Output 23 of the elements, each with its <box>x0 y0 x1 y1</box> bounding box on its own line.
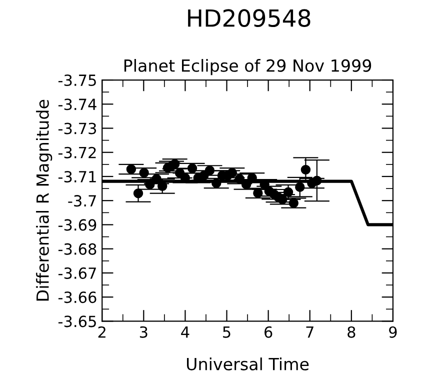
x-axis-title: Universal Time <box>187 357 309 370</box>
x-tick-label: 9 <box>389 326 397 338</box>
y-tick-label: -3.7 <box>68 195 96 207</box>
y-tick-label: -3.65 <box>58 316 96 328</box>
x-tick-label: 5 <box>223 326 230 338</box>
y-tick-label: -3.72 <box>58 146 96 158</box>
x-tick-label: 8 <box>348 326 356 338</box>
y-tick-label: -3.66 <box>58 292 96 304</box>
y-tick-label: -3.71 <box>58 170 96 182</box>
y-axis-title: Differential R Magnitude <box>36 100 52 301</box>
chart-subtitle: Planet Eclipse of 29 Nov 1999 <box>124 59 372 76</box>
x-tick-label: 7 <box>306 326 314 338</box>
x-tick-label: 3 <box>140 326 148 338</box>
y-tick-label: -3.75 <box>58 74 96 86</box>
chart-title: HD209548 <box>188 9 310 28</box>
y-tick-label: -3.67 <box>58 267 96 279</box>
y-tick-label: -3.74 <box>58 98 96 110</box>
x-tick-label: 4 <box>181 326 190 338</box>
x-tick-label: 6 <box>264 326 272 338</box>
y-tick-label: -3.68 <box>58 243 96 255</box>
x-tick-label: 2 <box>98 326 106 338</box>
y-tick-label: -3.73 <box>58 122 96 134</box>
y-tick-label: -3.69 <box>58 219 96 231</box>
